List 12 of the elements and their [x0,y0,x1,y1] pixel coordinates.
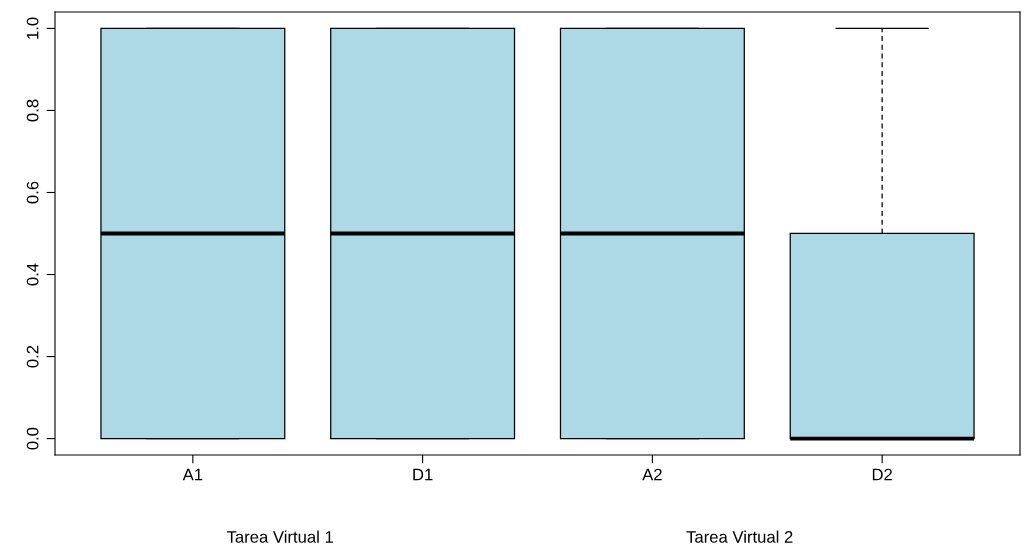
y-tick-label: 1.0 [26,17,39,39]
x-tick-label: A2 [642,468,662,481]
x-tick-label: D1 [413,468,433,481]
y-tick-label: 0.2 [26,345,39,368]
y-tick-label: 0.6 [26,181,39,204]
text: Tarea Virtual 2 [686,530,793,543]
y-tick-label: 0.0 [26,427,39,450]
x-tick-label: A1 [182,468,203,481]
x-tick-label: D2 [872,468,892,481]
y-tick-label: 0.8 [26,99,39,122]
text: Tarea Virtual 1 [226,530,333,543]
y-tick-label: 0.4 [26,263,39,286]
